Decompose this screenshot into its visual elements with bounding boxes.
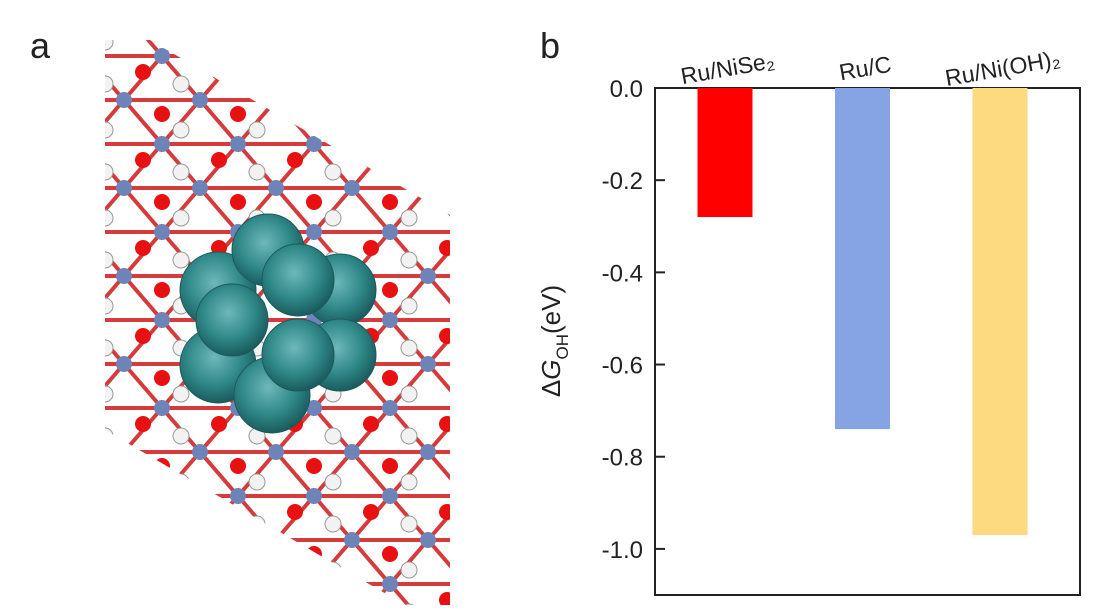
- y-label-part: OH: [553, 334, 572, 360]
- category-label: Ru/C: [837, 51, 893, 86]
- y-label-part: (eV): [536, 285, 566, 334]
- bar: [973, 88, 1028, 535]
- figure: a b ΔGOH(eV) 0.0 -0.2 -0.4 -0.6 -0.8 -1.0 Ru/N…: [0, 0, 1097, 610]
- y-tick-label: -0.4: [602, 260, 643, 287]
- y-tick-label: -0.6: [602, 353, 643, 380]
- panel-label: a: [30, 25, 51, 66]
- bar: [698, 88, 753, 217]
- y-tick-label: 0.0: [610, 76, 643, 103]
- y-axis-label: ΔGOH(eV): [536, 285, 572, 397]
- category-label: Ru/Ni(OH)₂: [943, 45, 1062, 91]
- y-label-part: G: [536, 360, 566, 380]
- y-tick-label: -1.0: [602, 537, 643, 564]
- category-label: Ru/NiSe₂: [679, 47, 777, 89]
- panel-label: b: [540, 25, 560, 66]
- bar: [835, 88, 890, 429]
- y-tick-label: -0.8: [602, 445, 643, 472]
- y-tick-label: -0.2: [602, 168, 643, 195]
- structure-illustration: [105, 40, 450, 605]
- y-label-part: Δ: [536, 380, 566, 397]
